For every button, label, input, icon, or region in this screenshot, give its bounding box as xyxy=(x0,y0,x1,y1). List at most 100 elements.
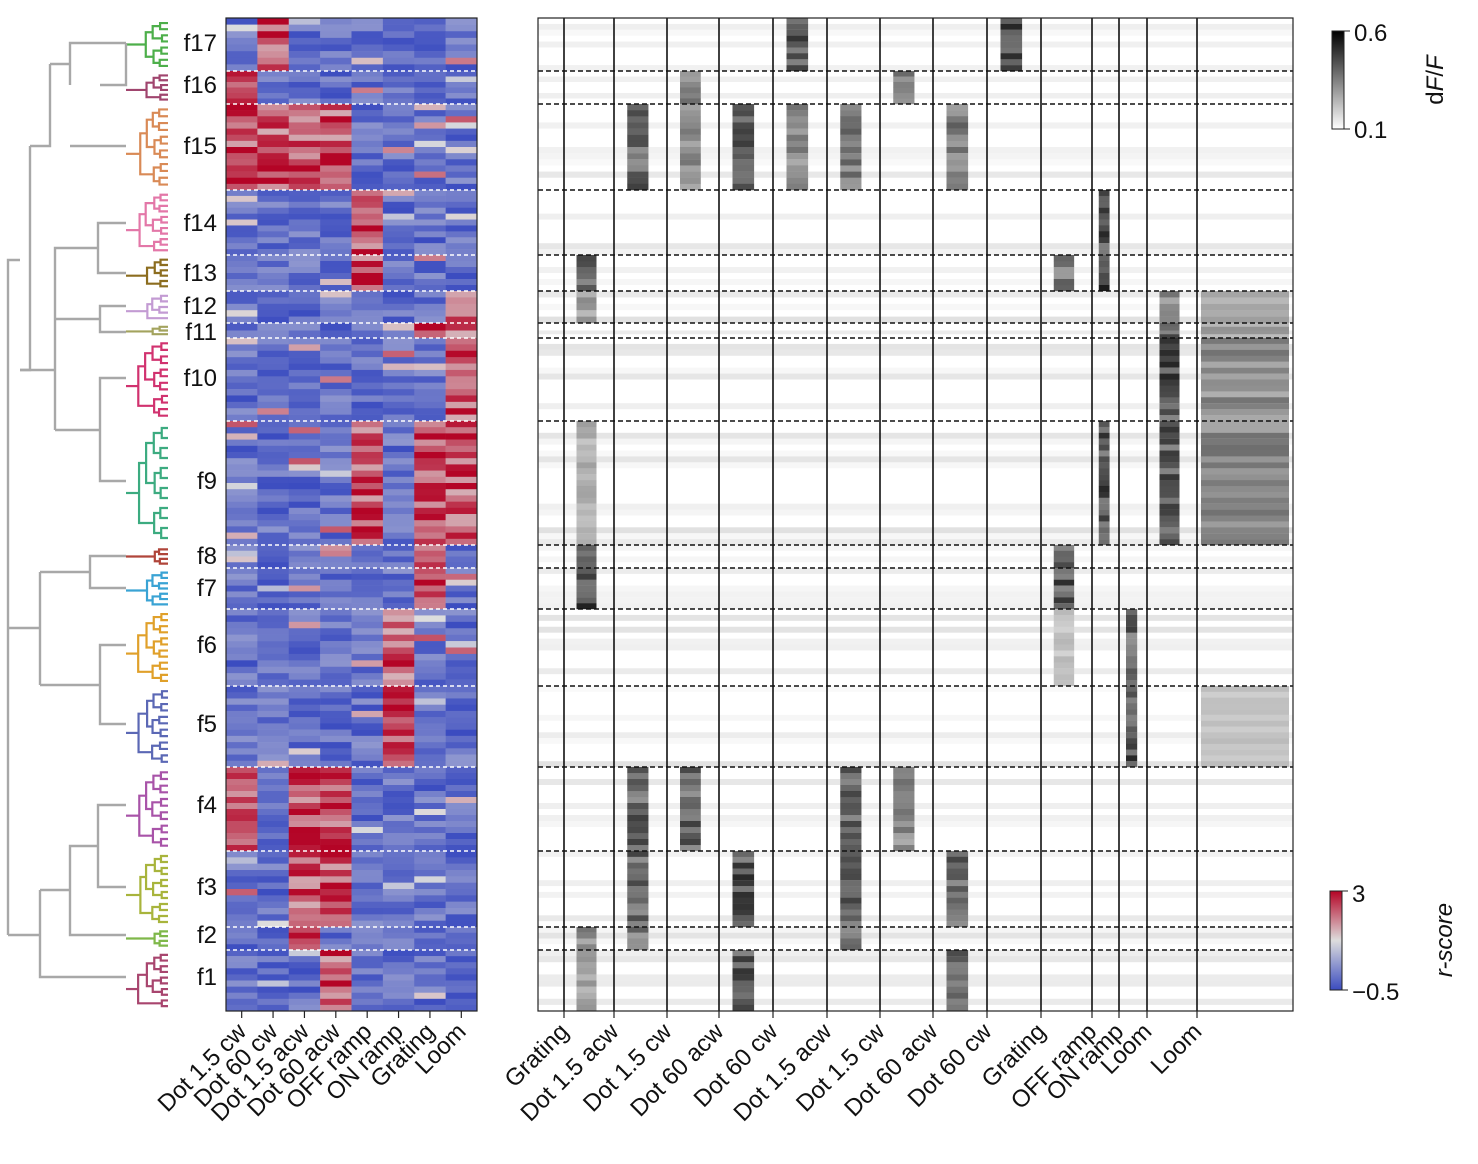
rscore-cell xyxy=(288,427,321,434)
rscore-colorbar-max: 3 xyxy=(1352,881,1365,908)
rscore-cell xyxy=(351,980,384,987)
rscore-cell xyxy=(226,895,258,902)
rscore-cell xyxy=(257,433,290,440)
rscore-cell xyxy=(288,647,321,655)
rscore-cell xyxy=(257,573,290,581)
dendrogram-branch-f12 xyxy=(126,294,168,320)
trace-response xyxy=(1098,438,1110,445)
trace-response xyxy=(1159,450,1180,457)
rscore-cell xyxy=(226,1004,258,1012)
trace-response xyxy=(1201,497,1289,504)
trace-response xyxy=(1053,620,1075,627)
rscore-cell xyxy=(288,573,321,581)
rscore-cell xyxy=(445,704,478,712)
rscore-cell xyxy=(257,225,290,232)
trace-response xyxy=(1126,738,1138,745)
rscore-cell xyxy=(382,255,415,262)
trace-response xyxy=(1201,720,1289,727)
rscore-cell xyxy=(414,938,446,945)
rscore-cell xyxy=(226,833,258,840)
rscore-cell xyxy=(414,37,446,45)
rscore-cell xyxy=(320,573,352,581)
trace-response xyxy=(1098,261,1110,268)
rscore-cell xyxy=(445,171,478,179)
rscore-cell xyxy=(226,495,258,502)
rscore-cell xyxy=(320,357,352,364)
rscore-cell xyxy=(257,51,290,59)
rscore-cell xyxy=(226,666,258,674)
rscore-cell xyxy=(320,760,352,768)
rscore-cell xyxy=(226,363,258,371)
rscore-cell xyxy=(414,920,446,928)
rscore-cell xyxy=(320,914,352,921)
rscore-cell xyxy=(414,653,446,661)
rscore-cell xyxy=(288,520,321,527)
trace-response xyxy=(627,909,649,916)
rscore-cell xyxy=(288,363,321,371)
trace-response xyxy=(786,159,809,166)
rscore-cell xyxy=(445,501,478,509)
rscore-cell xyxy=(257,255,290,262)
rscore-cell xyxy=(414,303,446,311)
trace-response xyxy=(840,147,862,154)
rscore-cell xyxy=(351,729,384,737)
rscore-cell xyxy=(382,938,415,945)
trace-response xyxy=(1159,462,1180,469)
trace-response xyxy=(893,821,915,828)
rscore-cell xyxy=(445,344,478,352)
rscore-cell xyxy=(226,483,258,490)
trace-response xyxy=(1201,291,1289,298)
rscore-cell xyxy=(257,439,290,447)
rscore-cell xyxy=(351,122,384,129)
trace-response xyxy=(1053,609,1075,616)
rscore-cell xyxy=(257,183,290,191)
rscore-cell xyxy=(320,545,352,552)
trace-response xyxy=(1053,585,1075,592)
trace-response xyxy=(732,962,755,969)
rscore-cell xyxy=(382,545,415,552)
rscore-cell xyxy=(445,207,478,214)
trace-response xyxy=(1098,273,1110,280)
rscore-cell xyxy=(257,421,290,428)
rscore-cell xyxy=(382,261,415,268)
trace-response xyxy=(627,891,649,898)
rscore-cell xyxy=(445,821,478,828)
rscore-cell xyxy=(320,104,352,111)
rscore-cell xyxy=(226,851,258,858)
trace-response xyxy=(1098,190,1110,197)
rscore-cell xyxy=(414,692,446,699)
rscore-cell xyxy=(445,851,478,858)
rscore-cell xyxy=(288,986,321,993)
rscore-cell xyxy=(382,267,415,274)
rscore-cell xyxy=(414,483,446,490)
trace-response xyxy=(1126,662,1138,669)
rscore-cell xyxy=(382,433,415,440)
trace-response xyxy=(1201,539,1289,546)
rscore-cell xyxy=(288,717,321,724)
rscore-cell xyxy=(351,514,384,521)
rscore-cell xyxy=(288,291,321,298)
trace-response xyxy=(1098,527,1110,534)
rscore-cell xyxy=(351,255,384,262)
rscore-cell xyxy=(382,538,415,546)
trace-response xyxy=(576,579,597,586)
rscore-cell xyxy=(382,464,415,471)
trace-response xyxy=(1053,650,1075,657)
rscore-cell xyxy=(288,686,321,693)
rscore-cell xyxy=(320,279,352,286)
rscore-cell xyxy=(351,231,384,238)
trace-response xyxy=(1201,509,1289,516)
dendrogram-branch-f14 xyxy=(126,193,168,252)
rscore-cell xyxy=(382,401,415,409)
trace-response xyxy=(627,134,649,142)
rscore-cell xyxy=(445,920,478,928)
rscore-cell xyxy=(445,414,478,422)
trace-response xyxy=(680,833,701,840)
trace-response xyxy=(1126,674,1138,681)
trace-response xyxy=(1201,349,1289,356)
rscore-cell xyxy=(288,201,321,209)
rscore-cell xyxy=(320,316,352,324)
trace-response xyxy=(1098,503,1110,510)
trace-response xyxy=(680,827,701,834)
rscore-cell xyxy=(226,815,258,822)
